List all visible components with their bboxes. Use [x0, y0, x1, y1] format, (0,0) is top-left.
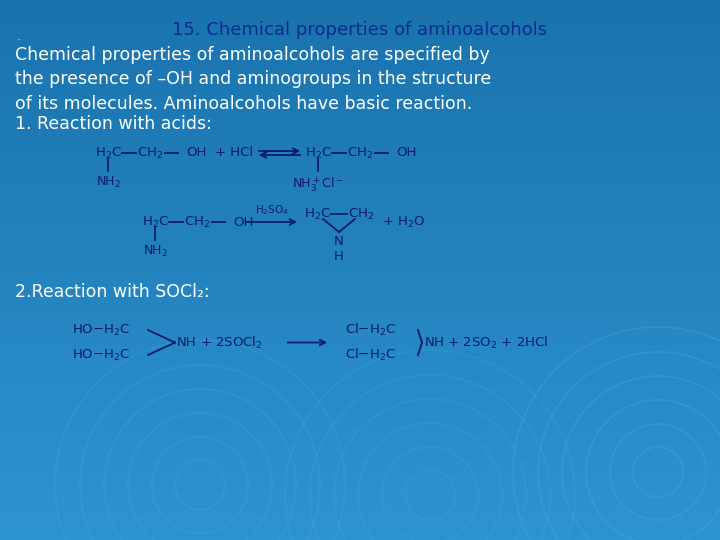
Text: H$_2$C: H$_2$C: [142, 214, 168, 230]
Text: H$_2$C: H$_2$C: [305, 145, 331, 160]
Text: NH$_2$: NH$_2$: [143, 244, 168, 259]
Text: HO$-$H$_2$C: HO$-$H$_2$C: [72, 347, 130, 362]
Text: 2.Reaction with SOCl₂:: 2.Reaction with SOCl₂:: [15, 283, 210, 301]
Text: H$_2$C: H$_2$C: [94, 145, 122, 160]
Text: CH$_2$: CH$_2$: [348, 206, 374, 221]
Text: Chemical properties of aminoalcohols are specified by
the presence of –OH and am: Chemical properties of aminoalcohols are…: [15, 46, 491, 113]
Text: + HCl: + HCl: [215, 146, 253, 159]
Text: H$_2$C: H$_2$C: [304, 206, 330, 221]
Text: CH$_2$: CH$_2$: [184, 214, 210, 230]
Text: #ffffff: #ffffff: [18, 39, 22, 40]
Text: 15. Chemical properties of aminoalcohols: 15. Chemical properties of aminoalcohols: [172, 21, 548, 39]
Text: CH$_2$: CH$_2$: [137, 145, 163, 160]
Text: N: N: [334, 235, 344, 248]
Text: OH: OH: [396, 146, 416, 159]
Text: CH$_2$: CH$_2$: [347, 145, 373, 160]
Text: OH: OH: [233, 215, 253, 228]
Text: NH: NH: [177, 336, 197, 349]
Text: NH$_2$: NH$_2$: [96, 175, 120, 190]
Text: H: H: [334, 250, 344, 263]
Text: HO$-$H$_2$C: HO$-$H$_2$C: [72, 322, 130, 338]
Text: 1. Reaction with acids:: 1. Reaction with acids:: [15, 115, 212, 133]
Text: Cl$-$H$_2$C: Cl$-$H$_2$C: [345, 347, 396, 363]
Text: OH: OH: [186, 146, 207, 159]
Text: NH + 2SO$_2$ + 2HCl: NH + 2SO$_2$ + 2HCl: [424, 334, 548, 350]
Text: + 2SOCl$_2$: + 2SOCl$_2$: [200, 334, 263, 350]
Text: NH$_3^+$Cl$^-$: NH$_3^+$Cl$^-$: [292, 175, 344, 194]
Text: + H$_2$O: + H$_2$O: [382, 214, 426, 230]
Text: Cl$-$H$_2$C: Cl$-$H$_2$C: [345, 322, 396, 338]
Text: H$_2$SO$_4$: H$_2$SO$_4$: [255, 203, 289, 217]
